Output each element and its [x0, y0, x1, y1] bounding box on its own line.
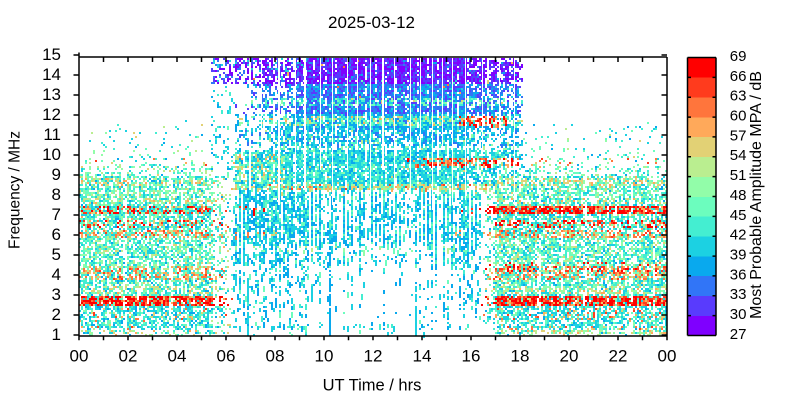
- svg-text:18: 18: [511, 347, 530, 366]
- svg-text:20: 20: [560, 347, 579, 366]
- svg-text:06: 06: [217, 347, 236, 366]
- svg-text:04: 04: [168, 347, 187, 366]
- svg-text:36: 36: [730, 266, 747, 283]
- svg-text:8: 8: [52, 185, 61, 204]
- svg-text:15: 15: [42, 45, 61, 64]
- svg-text:22: 22: [609, 347, 628, 366]
- svg-text:08: 08: [266, 347, 285, 366]
- svg-text:4: 4: [52, 265, 61, 284]
- svg-text:1: 1: [52, 325, 61, 344]
- svg-text:UT Time / hrs: UT Time / hrs: [323, 377, 422, 395]
- svg-text:12: 12: [42, 105, 61, 124]
- svg-text:30: 30: [730, 306, 747, 323]
- svg-text:Frequency / MHz: Frequency / MHz: [7, 131, 24, 249]
- svg-text:02: 02: [119, 347, 138, 366]
- svg-text:11: 11: [43, 125, 61, 144]
- svg-text:2025-03-12: 2025-03-12: [328, 13, 415, 32]
- svg-text:42: 42: [730, 227, 747, 244]
- svg-text:6: 6: [52, 225, 61, 244]
- svg-text:10: 10: [315, 347, 334, 366]
- svg-text:69: 69: [730, 48, 747, 65]
- svg-text:60: 60: [730, 108, 747, 125]
- svg-text:27: 27: [730, 326, 747, 343]
- svg-text:39: 39: [730, 247, 747, 264]
- svg-text:5: 5: [52, 245, 61, 264]
- svg-text:33: 33: [730, 286, 747, 303]
- svg-text:51: 51: [730, 167, 747, 184]
- svg-text:2: 2: [52, 305, 61, 324]
- svg-text:48: 48: [730, 187, 747, 204]
- svg-text:10: 10: [42, 145, 61, 164]
- svg-text:63: 63: [730, 88, 747, 105]
- svg-text:16: 16: [462, 347, 481, 366]
- svg-text:54: 54: [730, 147, 747, 164]
- svg-text:9: 9: [52, 165, 61, 184]
- svg-text:13: 13: [42, 85, 61, 104]
- svg-text:00: 00: [658, 347, 677, 366]
- svg-text:45: 45: [730, 207, 747, 224]
- svg-text:Most Probable Amplitude MPA /: Most Probable Amplitude MPA / dB: [748, 71, 765, 319]
- svg-text:7: 7: [52, 205, 61, 224]
- svg-text:66: 66: [730, 68, 747, 85]
- svg-text:3: 3: [52, 285, 61, 304]
- svg-text:14: 14: [42, 65, 61, 84]
- svg-text:12: 12: [364, 347, 383, 366]
- svg-text:14: 14: [413, 347, 432, 366]
- svg-text:57: 57: [730, 127, 747, 144]
- svg-text:00: 00: [70, 347, 89, 366]
